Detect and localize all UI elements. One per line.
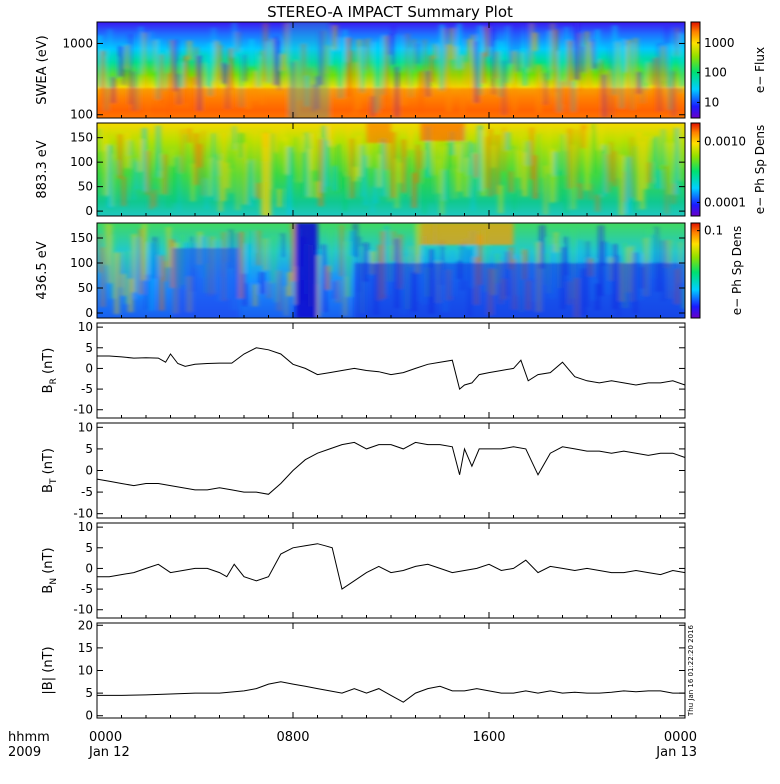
y-tick-label: 50 xyxy=(78,180,93,194)
line-panel-bt: -10 -5 0 5 10 BT (nT) xyxy=(41,420,686,521)
panel-frame xyxy=(96,422,686,519)
y-axis-label: BN (nT) xyxy=(41,547,59,593)
y-tick-label: 100 xyxy=(70,108,93,122)
spectrogram-image xyxy=(97,223,685,318)
y-tick-label: 5 xyxy=(85,541,93,555)
series-line-bn xyxy=(97,543,686,590)
y-tick-label: -10 xyxy=(73,603,93,617)
colorbar-tick-label: 0.0010 xyxy=(704,134,746,148)
plot-title: STEREO-A IMPACT Summary Plot xyxy=(267,3,513,21)
spectrogram-swea: 100 1000 SWEA (eV) 10 100 1000 e− Flux xyxy=(35,21,767,122)
y-axis-label: 436.5 eV xyxy=(35,241,50,299)
panel-frame xyxy=(96,322,686,419)
x-tick-label: 0000 xyxy=(664,730,697,745)
axis-corner-label-time: hhmm xyxy=(8,730,50,745)
y-tick-label: -10 xyxy=(73,403,93,417)
x-tick-label: 0800 xyxy=(276,730,309,745)
x-tick-date-label: Jan 13 xyxy=(655,745,697,760)
x-tick-label: 1600 xyxy=(472,730,505,745)
y-tick-label: 0 xyxy=(85,306,93,320)
spectrogram-pad883: 0 50 100 150 883.3 eV 0.0001 0.0010 e− Ph Sp De… xyxy=(35,122,767,218)
axis-corner-label-year: 2009 xyxy=(8,745,41,760)
y-tick-label: 0 xyxy=(85,709,93,723)
y-tick-label: 10 xyxy=(78,420,93,434)
colorbar xyxy=(690,21,701,119)
y-tick-label: -5 xyxy=(81,485,93,499)
spectrogram-image xyxy=(97,123,685,216)
panel-frame xyxy=(96,522,686,619)
y-axis-label: BT (nT) xyxy=(41,448,59,493)
series-line-bt xyxy=(96,441,686,495)
colorbar-tick-label: 10 xyxy=(704,95,719,109)
colorbar xyxy=(690,222,701,319)
spectrogram-pad436: 0 50 100 150 436.5 eV 0.1 e− Ph Sp Dens xyxy=(35,222,744,320)
line-panel-bn: -10 -5 0 5 10 BN (nT) xyxy=(41,520,686,619)
y-tick-label: 100 xyxy=(70,256,93,270)
x-tick-date-label: Jan 12 xyxy=(88,745,130,760)
x-tick-label: 0000 xyxy=(89,730,122,745)
y-tick-label: 10 xyxy=(78,520,93,534)
y-tick-label: -10 xyxy=(73,507,93,521)
y-axis-label: SWEA (eV) xyxy=(35,35,50,104)
y-tick-label: 0 xyxy=(85,361,93,375)
y-tick-label: -5 xyxy=(81,382,93,396)
colorbar-tick-label: 1000 xyxy=(704,36,735,50)
y-tick-label: 5 xyxy=(85,686,93,700)
magnetic-field-panels: -10 -5 0 5 10 BR (nT) -10 -5 0 5 10 BT (nT) -10 -5 0 5 1… xyxy=(41,320,686,723)
y-tick-label: 10 xyxy=(78,320,93,334)
y-tick-label: 20 xyxy=(78,618,93,632)
colorbar-tick-label: 100 xyxy=(704,66,727,80)
y-tick-label: -5 xyxy=(81,582,93,596)
y-tick-label: 0 xyxy=(85,464,93,478)
y-axis-label: |B| (nT) xyxy=(41,646,56,694)
y-tick-label: 150 xyxy=(70,131,93,145)
y-tick-label: 100 xyxy=(70,155,93,169)
y-tick-label: 50 xyxy=(78,281,93,295)
series-line-bmag xyxy=(97,681,685,703)
y-tick-label: 5 xyxy=(85,341,93,355)
y-tick-label: 150 xyxy=(70,231,93,245)
y-axis-label: BR (nT) xyxy=(41,348,59,394)
series-line-br xyxy=(97,347,686,390)
spectrogram-image xyxy=(97,22,685,118)
y-tick-label: 0 xyxy=(85,561,93,575)
colorbar-label: e− Flux xyxy=(753,47,767,93)
colorbar-label: e− Ph Sp Dens xyxy=(753,125,767,214)
y-tick-label: 0 xyxy=(85,204,93,218)
colorbar-tick-label: 0.1 xyxy=(704,224,723,238)
generation-timestamp: Thu Jan 16 01:22:20 2016 xyxy=(687,624,695,717)
line-panel-bmag: 0 5 10 15 20 |B| (nT) xyxy=(41,618,686,723)
y-tick-label: 1000 xyxy=(62,36,93,50)
colorbar-label: e− Ph Sp Dens xyxy=(730,226,744,315)
y-tick-label: 15 xyxy=(78,641,93,655)
line-panel-br: -10 -5 0 5 10 BR (nT) xyxy=(41,320,686,419)
y-tick-label: 10 xyxy=(78,664,93,678)
colorbar-tick-label: 0.0001 xyxy=(704,195,746,209)
colorbar xyxy=(690,122,701,217)
y-axis-label: 883.3 eV xyxy=(35,140,50,198)
y-tick-label: 5 xyxy=(85,442,93,456)
panel-frame xyxy=(96,622,686,719)
